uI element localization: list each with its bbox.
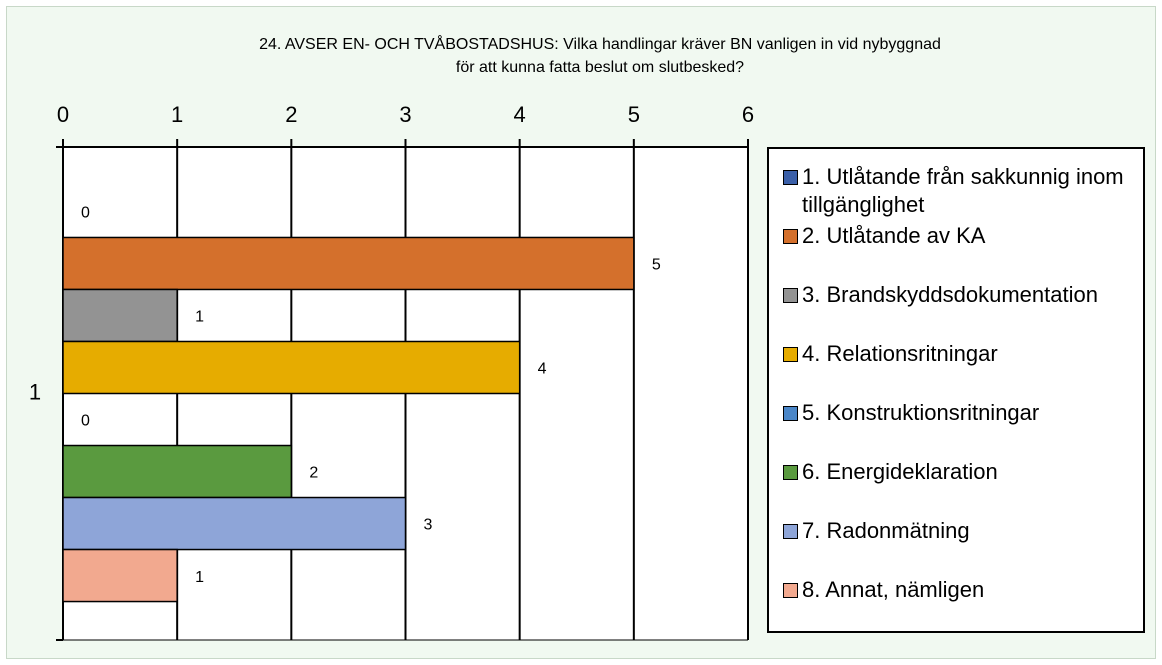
legend-entry: 7. Radonmätning <box>783 517 1133 576</box>
bar <box>62 548 178 603</box>
legend-swatch <box>783 347 798 362</box>
y-tick-label: 1 <box>29 379 41 404</box>
bar <box>62 288 178 343</box>
data-label: 0 <box>81 205 90 222</box>
data-label: 5 <box>652 257 661 274</box>
legend-entry: 5. Konstruktionsritningar <box>783 399 1133 458</box>
bar <box>62 496 407 551</box>
data-label: 1 <box>195 309 204 326</box>
legend-label: 2. Utlåtande av KA <box>802 223 986 248</box>
x-tick-label: 1 <box>171 102 183 127</box>
legend-label: 3. Brandskyddsdokumentation <box>802 282 1098 307</box>
legend-label: 5. Konstruktionsritningar <box>802 400 1040 425</box>
legend-swatch <box>783 524 798 539</box>
bar <box>62 444 293 499</box>
legend-entry: 1. Utlåtande från sakkunnig inom tillgän… <box>783 163 1133 222</box>
data-label: 4 <box>538 361 547 378</box>
bar <box>62 236 635 291</box>
x-tick-label: 0 <box>57 102 69 127</box>
legend-entry: 4. Relationsritningar <box>783 340 1133 399</box>
x-tick-label: 6 <box>742 102 754 127</box>
legend-swatch <box>783 170 798 185</box>
data-label: 0 <box>81 413 90 430</box>
legend: 1. Utlåtande från sakkunnig inom tillgän… <box>767 147 1145 633</box>
legend-label: 6. Energideklaration <box>802 459 998 484</box>
x-tick-label: 3 <box>399 102 411 127</box>
legend-label: 8. Annat, nämligen <box>802 577 985 602</box>
x-tick-label: 2 <box>285 102 297 127</box>
legend-swatch <box>783 406 798 421</box>
data-label: 3 <box>424 517 433 534</box>
legend-entry: 2. Utlåtande av KA <box>783 222 1133 281</box>
legend-entry: 8. Annat, nämligen <box>783 576 1133 635</box>
chart-title: för att kunna fatta beslut om slutbesked… <box>456 59 744 76</box>
x-tick-label: 5 <box>628 102 640 127</box>
data-label: 1 <box>195 569 204 586</box>
legend-swatch <box>783 465 798 480</box>
legend-label: 7. Radonmätning <box>802 518 970 543</box>
chart-title: 24. AVSER EN- OCH TVÅBOSTADSHUS: Vilka h… <box>259 34 941 53</box>
legend-label: 4. Relationsritningar <box>802 341 998 366</box>
legend-label: 1. Utlåtande från sakkunnig inom tillgän… <box>802 164 1124 217</box>
legend-swatch <box>783 229 798 244</box>
bar <box>62 340 521 395</box>
data-label: 2 <box>309 465 318 482</box>
x-tick-label: 4 <box>514 102 526 127</box>
legend-entry: 6. Energideklaration <box>783 458 1133 517</box>
legend-swatch <box>783 288 798 303</box>
legend-swatch <box>783 583 798 598</box>
legend-entry: 3. Brandskyddsdokumentation <box>783 281 1133 340</box>
